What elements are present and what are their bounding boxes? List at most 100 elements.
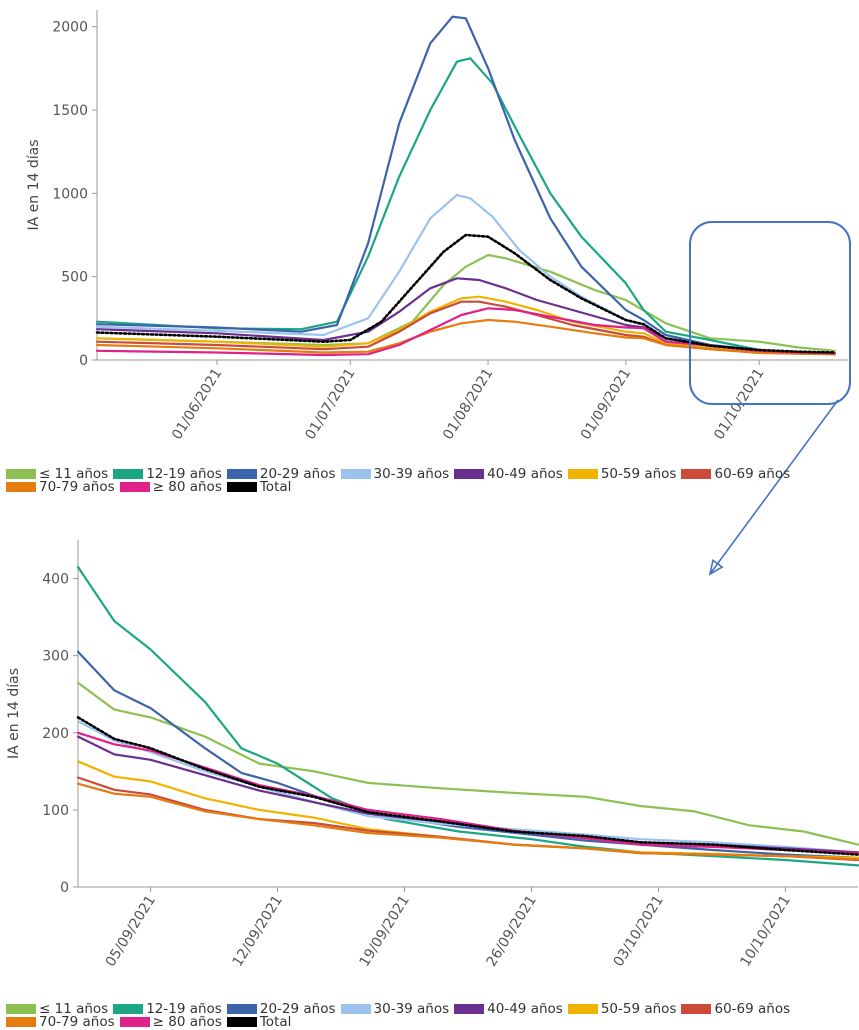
legend-label: Total [259, 1014, 292, 1030]
legend-swatch [567, 469, 598, 479]
series-line [76, 720, 859, 854]
legend-label: 40-49 años [487, 1001, 563, 1017]
legend-label: 20-29 años [259, 1001, 336, 1017]
series-line [95, 57, 836, 356]
x-tick-label: 03/10/2021 [611, 893, 667, 970]
legend-swatch [681, 469, 712, 479]
series-line [76, 716, 859, 856]
series-line [76, 681, 859, 846]
y-axis-label: IA en 14 días [6, 668, 22, 759]
legend-item[interactable]: 50-59 años [567, 466, 677, 482]
legend-swatch [6, 482, 36, 492]
legend-label: ≥ 80 años [152, 1014, 222, 1030]
zoom-callout [689, 221, 851, 576]
legend-swatch [6, 1017, 36, 1027]
y-tick-label: 0 [79, 353, 88, 369]
y-tick-label: 1000 [52, 186, 88, 202]
legend-label: 50-59 años [600, 1001, 677, 1017]
legend-label: ≥ 80 años [152, 479, 222, 495]
y-tick-label: 200 [42, 726, 69, 742]
y-tick-label: 2000 [52, 20, 88, 36]
legend-swatch [567, 1004, 598, 1014]
legend-swatch [119, 482, 150, 492]
legend-swatch [226, 482, 257, 492]
series-line [76, 565, 859, 867]
legend-swatch [226, 1017, 257, 1027]
legend-bottom: ≤ 11 años 12-19 años 20-29 años 30-39 años 4… [6, 1001, 856, 1030]
legend-label: 12-19 años [146, 466, 222, 482]
series-line [76, 782, 859, 861]
legend-item[interactable]: 12-19 años [113, 466, 222, 482]
legend-label: Total [259, 479, 292, 495]
zoom-callout-box [689, 221, 851, 405]
x-tick-label: 01/07/2021 [302, 366, 358, 443]
x-tick-label: 26/09/2021 [484, 893, 540, 970]
x-tick-label: 01/09/2021 [578, 366, 634, 443]
chart-top: 0 500 1000 1500 2000 IA en 14 días 01/06/2021 0… [26, 10, 848, 443]
legend-swatch [340, 469, 371, 479]
legend-item[interactable]: 60-69 años [681, 1002, 790, 1016]
legend-top: ≤ 11 años 12-19 años 20-29 años 30-39 años 4… [6, 466, 856, 495]
x-tick-label: 05/09/2021 [103, 893, 159, 970]
y-tick-label: 100 [42, 803, 69, 819]
legend-label: 12-19 años [146, 1001, 222, 1017]
series-line [95, 233, 836, 354]
legend-label: 40-49 años [487, 466, 563, 482]
x-tick-label: 10/10/2021 [737, 893, 793, 970]
legend-swatch [226, 1004, 257, 1014]
legend-label: 50-59 años [600, 466, 677, 482]
legend-item[interactable]: 40-49 años [454, 1001, 563, 1017]
legend-item[interactable]: 12-19 años [113, 1001, 222, 1017]
y-tick-label: 1500 [52, 103, 88, 119]
y-tick-label: 400 [42, 572, 69, 588]
legend-swatch [681, 1004, 712, 1014]
legend-swatch [454, 1004, 485, 1014]
legend-swatch [6, 469, 36, 479]
y-tick-label: 0 [60, 880, 69, 896]
x-tick-label: 01/06/2021 [169, 366, 225, 443]
legend-label: ≤ 11 años [39, 1001, 109, 1017]
legend-item[interactable]: 70-79 años [6, 479, 115, 495]
legend-swatch [340, 1004, 371, 1014]
legend-item[interactable]: 50-59 años [567, 1001, 677, 1017]
chart-bottom: 0 100 200 300 400 IA en 14 días 05/09/2021 12/0… [6, 540, 859, 970]
x-tick-label: 01/08/2021 [440, 366, 496, 443]
series-line [95, 318, 836, 356]
legend-swatch [119, 1017, 150, 1027]
legend-item[interactable]: 20-29 años [226, 466, 336, 482]
legend-item[interactable]: ≥ 80 años [119, 479, 222, 495]
legend-item[interactable]: ≤ 11 años [6, 466, 109, 482]
legend-swatch [113, 469, 144, 479]
x-tick-label: 19/09/2021 [357, 893, 413, 970]
y-tick-label: 500 [61, 270, 88, 286]
legend-item[interactable]: 20-29 años [226, 1001, 336, 1017]
legend-swatch [226, 469, 257, 479]
legend-swatch [454, 469, 485, 479]
legend-swatch [113, 1004, 144, 1014]
x-tick-label: 12/09/2021 [230, 893, 286, 970]
legend-item[interactable]: 30-39 años [340, 1001, 450, 1017]
legend-label: 30-39 años [373, 1001, 450, 1017]
legend-item[interactable]: 60-69 años [681, 466, 791, 482]
legend-label: ≤ 11 años [39, 466, 109, 482]
legend-item[interactable]: 40-49 años [454, 466, 563, 482]
legend-item[interactable]: Total [226, 479, 292, 495]
legend-item[interactable]: 70-79 años [6, 1014, 115, 1030]
y-axis-label: IA en 14 días [26, 139, 42, 230]
legend-label: 30-39 años [373, 466, 450, 482]
series-line [95, 15, 836, 355]
zoom-callout-arrow [709, 399, 839, 575]
legend-label: 70-79 años [39, 1014, 115, 1030]
zoom-callout-arrowhead [708, 558, 724, 576]
legend-item[interactable]: 30-39 años [340, 466, 450, 482]
legend-item[interactable]: ≤ 11 años [6, 1001, 109, 1017]
legend-label: 20-29 años [259, 466, 336, 482]
legend-item[interactable]: ≥ 80 años [119, 1014, 222, 1030]
legend-item[interactable]: Total [226, 1014, 292, 1030]
y-tick-label: 300 [42, 649, 69, 665]
legend-swatch [6, 1004, 36, 1014]
series-line [95, 193, 836, 355]
legend-label: 60-69 años [714, 466, 791, 482]
series-line [76, 731, 859, 855]
legend-label: 70-79 años [39, 479, 115, 495]
